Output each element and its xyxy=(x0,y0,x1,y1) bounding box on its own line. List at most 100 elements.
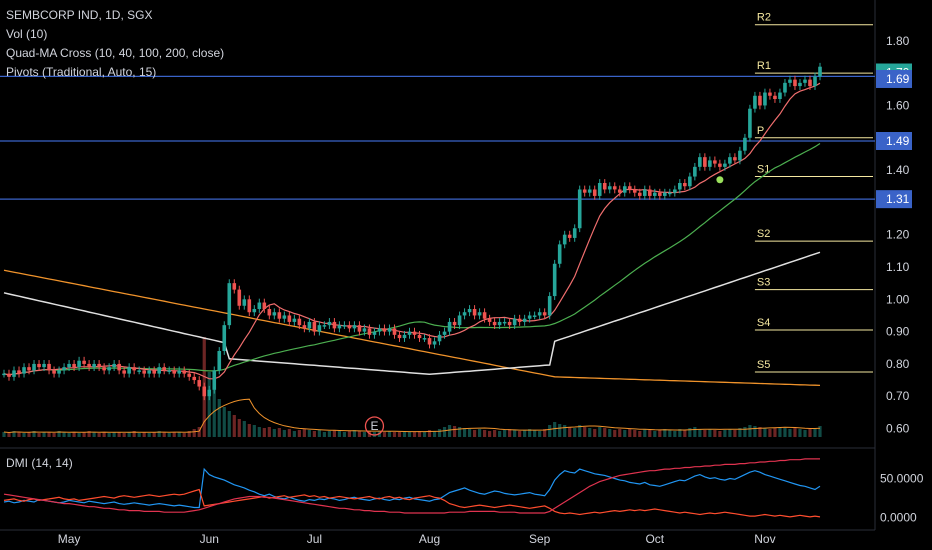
candle-body xyxy=(743,137,747,151)
candle-body xyxy=(137,370,141,372)
volume-bar xyxy=(482,430,487,437)
candle-body xyxy=(663,192,667,196)
ma10-line xyxy=(3,82,821,380)
candle-body xyxy=(808,79,812,87)
volume-bar xyxy=(613,430,617,437)
candle-body xyxy=(217,351,222,371)
volume-bar xyxy=(57,431,61,437)
volume-bar xyxy=(603,428,607,437)
volume-bar xyxy=(157,431,161,437)
candle-body xyxy=(738,150,742,161)
candle-body xyxy=(337,325,342,329)
candle-body xyxy=(252,309,257,313)
dmi-tick-label: 50.0000 xyxy=(880,471,924,485)
candle-body xyxy=(678,183,682,190)
candle-body xyxy=(748,108,752,138)
candle-body xyxy=(542,312,547,316)
volume-bar xyxy=(513,430,517,437)
pivots-indicator-label[interactable]: Pivots (Traditional, Auto, 15) xyxy=(6,65,157,79)
price-tag-label: 1.31 xyxy=(886,192,910,206)
volume-bar xyxy=(222,407,226,437)
candle-body xyxy=(813,76,817,87)
volume-bar xyxy=(67,433,71,437)
volume-bar xyxy=(708,429,712,437)
candle-body xyxy=(157,367,161,374)
pivot-label: S1 xyxy=(757,164,770,176)
volume-bar xyxy=(583,427,587,437)
volume-bar xyxy=(673,431,677,437)
candle-body xyxy=(227,283,232,326)
volume-bar xyxy=(207,372,211,437)
quad-ma-indicator-label[interactable]: Quad-MA Cross (10, 40, 100, 200, close) xyxy=(6,46,225,60)
volume-bar xyxy=(402,431,407,437)
volume-bar xyxy=(97,433,101,437)
candle-body xyxy=(262,302,267,309)
time-axis-label: Oct xyxy=(645,532,664,546)
candle-body xyxy=(532,315,537,317)
candle-body xyxy=(457,315,462,326)
volume-bar xyxy=(247,424,251,437)
volume-bar xyxy=(773,428,777,437)
candle-body xyxy=(222,325,227,351)
volume-bar xyxy=(743,427,747,437)
volume-bar xyxy=(52,433,56,437)
volume-bar xyxy=(442,427,447,437)
candle-body xyxy=(778,92,782,99)
candle-body xyxy=(793,79,797,87)
volume-bar xyxy=(82,432,86,437)
candle-body xyxy=(192,376,197,381)
volume-bar xyxy=(668,430,672,437)
price-tick-label: 1.40 xyxy=(886,163,910,177)
volume-bar xyxy=(618,429,622,437)
volume-bar xyxy=(217,399,221,437)
ma40-line xyxy=(3,142,821,376)
candle-body xyxy=(507,321,512,326)
ma100-line xyxy=(3,251,821,376)
time-axis-label: Aug xyxy=(419,532,440,546)
candle-body xyxy=(627,186,632,190)
candle-body xyxy=(703,157,707,167)
dmi-indicator-label[interactable]: DMI (14, 14) xyxy=(6,456,73,470)
volume-indicator-label[interactable]: Vol (10) xyxy=(6,27,48,41)
earnings-marker-circle xyxy=(364,416,385,436)
candle-body xyxy=(357,325,362,332)
candle-body xyxy=(167,370,172,372)
candle-body xyxy=(783,82,787,93)
volume-bar xyxy=(763,428,767,437)
candle-body xyxy=(342,325,347,327)
candle-body xyxy=(237,289,242,306)
candle-body xyxy=(602,183,607,190)
candle-body xyxy=(72,363,76,368)
volume-bar xyxy=(102,432,106,437)
volume-bar xyxy=(548,425,552,437)
candle-body xyxy=(637,192,642,196)
volume-bar xyxy=(528,429,532,437)
volume-bar xyxy=(382,432,387,437)
volume-bar xyxy=(643,429,647,437)
volume-bar xyxy=(112,432,116,437)
volume-bar xyxy=(292,431,296,437)
candle-body xyxy=(257,302,262,309)
volume-bar xyxy=(227,411,231,437)
volume-bar xyxy=(352,430,357,437)
volume-bar xyxy=(242,421,246,437)
candle-body xyxy=(763,92,767,106)
volume-bar xyxy=(793,428,797,437)
candle-body xyxy=(42,363,46,368)
volume-bar xyxy=(137,433,141,437)
volume-bar xyxy=(638,431,642,437)
volume-bar xyxy=(783,428,787,437)
candle-body xyxy=(537,312,542,316)
candle-body xyxy=(597,183,602,196)
candle-body xyxy=(152,370,156,374)
volume-bar xyxy=(307,430,311,437)
volume-bar xyxy=(558,424,562,437)
volume-bar xyxy=(127,432,131,437)
candle-body xyxy=(392,328,397,335)
candle-body xyxy=(32,363,36,371)
volume-bar xyxy=(568,427,572,437)
candle-body xyxy=(723,163,727,167)
volume-bar xyxy=(633,430,637,437)
candle-body xyxy=(277,312,282,319)
